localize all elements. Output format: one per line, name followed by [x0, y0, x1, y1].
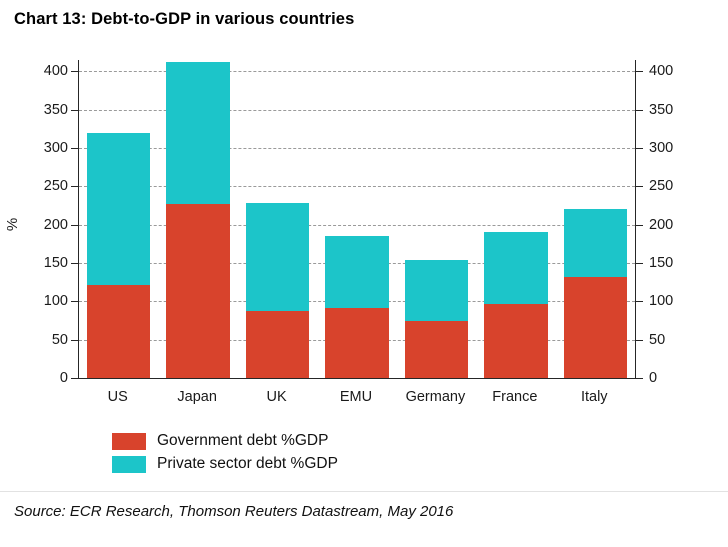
y-tick-label-right: 400 — [649, 63, 674, 80]
x-tick-label: Germany — [405, 389, 466, 405]
source-text: Source: ECR Research, Thomson Reuters Da… — [14, 503, 454, 520]
y-tick-mark-right — [635, 71, 643, 73]
y-tick-mark-right — [635, 378, 643, 379]
x-tick-label: EMU — [339, 389, 373, 405]
bar-segment-government — [166, 204, 230, 378]
legend: Government debt %GDP Private sector debt… — [112, 432, 338, 478]
plot-area — [78, 60, 636, 379]
y-tick-mark-left — [71, 378, 78, 379]
y-tick-mark-right — [635, 263, 643, 265]
bar-segment-government — [86, 284, 151, 378]
bar-segment-government — [245, 311, 310, 378]
chart-title: Chart 13: Debt-to-GDP in various countri… — [14, 10, 355, 28]
legend-label-government: Government debt %GDP — [157, 432, 329, 449]
bar-italy — [563, 209, 628, 378]
y-tick-mark-left — [71, 301, 78, 303]
bar-segment-government — [563, 276, 628, 378]
y-tick-label-left: 400 — [43, 63, 68, 80]
legend-swatch-government — [112, 432, 146, 450]
chart-area: % 0 0 50 50 100 100 150 150 200 200 250 250 300 300 35… — [0, 46, 728, 412]
y-tick-label-left: 300 — [43, 140, 68, 157]
y-tick-mark-left — [71, 339, 78, 341]
bar-segment-private — [166, 62, 230, 205]
y-tick-mark-left — [71, 148, 78, 150]
y-tick-label-right: 0 — [649, 370, 658, 386]
bar-emu — [325, 236, 389, 378]
bar-germany — [404, 260, 469, 378]
bar-us — [86, 132, 151, 378]
bar-segment-private — [86, 132, 151, 285]
y-tick-mark-left — [71, 109, 78, 111]
y-tick-label-right: 250 — [649, 178, 674, 195]
y-tick-label-left: 150 — [43, 255, 68, 272]
y-tick-label-right: 300 — [649, 140, 674, 157]
gridline — [79, 224, 635, 226]
y-tick-mark-right — [635, 224, 643, 226]
y-tick-mark-left — [71, 263, 78, 265]
x-tick-label: France — [492, 389, 538, 405]
y-tick-mark-left — [71, 71, 78, 73]
gridline — [79, 71, 635, 73]
bar-uk — [245, 203, 310, 378]
bar-segment-private — [245, 203, 310, 312]
y-tick-label-right: 150 — [649, 255, 674, 272]
bar-segment-private — [404, 260, 469, 322]
y-tick-label-left: 50 — [51, 331, 68, 348]
y-tick-mark-right — [635, 301, 643, 303]
y-tick-label-left: 350 — [43, 101, 68, 118]
bar-segment-private — [484, 232, 548, 305]
y-tick-label-right: 350 — [649, 101, 674, 118]
y-axis-label: % — [4, 217, 22, 232]
y-tick-mark-right — [635, 186, 643, 188]
legend-swatch-private — [112, 455, 146, 473]
y-tick-mark-left — [71, 186, 78, 188]
x-tick-label: Italy — [580, 389, 608, 405]
legend-item-government: Government debt %GDP — [112, 432, 338, 450]
y-tick-label-left: 200 — [43, 216, 68, 233]
y-tick-label-left: 250 — [43, 178, 68, 195]
bar-segment-government — [404, 321, 469, 378]
y-tick-mark-right — [635, 339, 643, 341]
x-tick-label: UK — [266, 389, 287, 405]
gridline — [79, 186, 635, 188]
y-tick-label-right: 200 — [649, 216, 674, 233]
bar-japan — [166, 62, 230, 378]
bar-segment-government — [484, 304, 548, 378]
gridline — [79, 109, 635, 111]
legend-item-private: Private sector debt %GDP — [112, 455, 338, 473]
y-tick-mark-left — [71, 224, 78, 226]
bar-segment-government — [325, 308, 389, 378]
y-tick-label-right: 50 — [649, 331, 666, 348]
x-tick-label: Japan — [177, 389, 217, 405]
gridline — [79, 148, 635, 150]
legend-label-private: Private sector debt %GDP — [157, 455, 338, 472]
y-tick-label-right: 100 — [649, 293, 674, 310]
bar-segment-private — [563, 209, 628, 277]
y-tick-label-left: 0 — [59, 370, 68, 386]
y-tick-mark-right — [635, 109, 643, 111]
footer-divider — [0, 491, 728, 492]
bar-france — [484, 232, 548, 378]
x-tick-label: US — [107, 389, 128, 405]
y-tick-label-left: 100 — [43, 293, 68, 310]
bar-segment-private — [325, 236, 389, 309]
y-tick-mark-right — [635, 148, 643, 150]
